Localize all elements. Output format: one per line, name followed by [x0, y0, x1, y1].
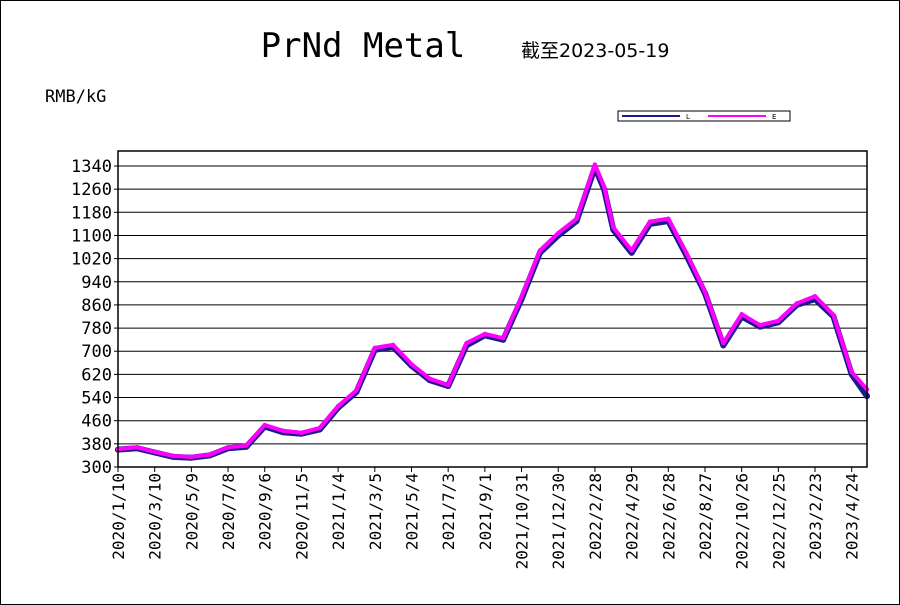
y-tick-label: 1340: [71, 157, 112, 177]
data-point: [647, 219, 653, 224]
data-point: [592, 162, 598, 167]
data-point: [317, 425, 322, 431]
data-point: [409, 362, 414, 367]
data-point: [244, 443, 249, 448]
x-tick-label: 2022/6/28: [659, 473, 678, 560]
data-point: [574, 216, 579, 221]
x-tick-label: 2022/2/28: [586, 473, 605, 560]
y-tick-label: 860: [81, 296, 112, 316]
data-point: [464, 340, 469, 346]
data-point: [152, 449, 157, 455]
y-tick-label: 1180: [71, 203, 112, 223]
x-tick-label: 2022/4/29: [623, 473, 642, 560]
x-tick-label: 2021/1/4: [329, 473, 348, 550]
y-tick-label: 620: [81, 365, 112, 385]
x-tick-label: 2021/5/4: [402, 473, 421, 550]
x-tick-label: 2022/10/26: [733, 473, 752, 569]
y-tick-label: 380: [81, 435, 112, 455]
data-point: [354, 388, 359, 393]
series-line-E: [116, 162, 869, 459]
legend-label: L: [686, 113, 690, 121]
series-line-L: [115, 164, 870, 461]
y-tick-label: 1020: [71, 250, 112, 270]
y-tick-label: 940: [81, 273, 112, 293]
data-point: [262, 422, 267, 428]
x-tick-label: 2021/7/3: [439, 473, 458, 550]
data-point: [601, 184, 607, 189]
data-point: [556, 230, 561, 236]
data-point: [207, 452, 212, 457]
y-axis-unit-label: RMB/kG: [45, 87, 106, 107]
data-point: [482, 331, 488, 337]
data-point: [721, 340, 726, 346]
data-point: [501, 336, 506, 341]
legend-label: E: [772, 113, 776, 121]
data-point: [629, 248, 634, 253]
data-point: [225, 445, 231, 450]
data-point: [134, 445, 140, 450]
data-point: [427, 376, 432, 381]
data-point: [446, 382, 451, 388]
y-tick-label: 780: [81, 319, 112, 339]
gridlines: [118, 165, 867, 468]
y-tick-label: 1260: [71, 180, 112, 200]
data-point: [739, 312, 744, 317]
x-tick-label: 2021/12/30: [549, 473, 568, 569]
data-point: [757, 323, 763, 328]
x-tick-label: 2021/10/31: [513, 473, 532, 569]
data-point: [537, 248, 543, 253]
plot-area-border: [117, 150, 868, 468]
chart-subtitle: 截至2023-05-19: [521, 40, 669, 62]
series-lines: [115, 162, 870, 461]
x-tick-label: 2020/7/8: [219, 473, 238, 550]
data-point: [666, 216, 671, 221]
data-point: [189, 454, 194, 460]
x-tick-label: 2020/11/5: [292, 473, 311, 560]
y-tick-label: 1100: [71, 226, 112, 246]
data-point: [794, 301, 799, 306]
data-point: [280, 428, 286, 433]
x-axis-ticks: 2020/1/10 2020/3/10 2020/5/9 2020/7/8 2020/9…: [109, 467, 862, 569]
x-tick-label: 2022/12/25: [769, 473, 788, 569]
x-tick-label: 2023/2/23: [806, 473, 825, 560]
legend-box: [617, 110, 791, 122]
chart-title: PrNd Metal: [261, 26, 466, 66]
data-point: [335, 404, 341, 409]
data-point: [299, 430, 304, 435]
data-point: [171, 453, 176, 459]
data-point: [831, 312, 836, 317]
data-point: [812, 294, 818, 299]
data-point: [611, 225, 616, 230]
data-point: [849, 369, 854, 375]
y-tick-label: 700: [81, 342, 112, 362]
data-point: [390, 342, 396, 348]
data-point: [776, 318, 781, 323]
x-tick-label: 2023/4/24: [843, 473, 862, 560]
x-tick-label: 2020/1/10: [109, 473, 128, 560]
x-tick-label: 2020/9/6: [256, 473, 275, 550]
y-tick-label: 300: [81, 458, 112, 478]
x-tick-label: 2020/5/9: [182, 473, 201, 550]
data-point: [519, 294, 524, 299]
x-tick-label: 2021/3/5: [366, 473, 385, 550]
x-tick-label: 2020/3/10: [146, 473, 165, 560]
y-axis-ticks: 300 380 460 540 620 700 780 860 940 1020 1100 1180 1…: [71, 157, 118, 478]
y-tick-label: 540: [81, 389, 112, 409]
x-tick-label: 2022/8/27: [696, 473, 715, 560]
y-tick-label: 460: [81, 412, 112, 432]
data-point: [702, 289, 708, 295]
data-point: [372, 345, 377, 350]
data-point: [684, 251, 689, 256]
x-tick-label: 2021/9/1: [476, 473, 495, 550]
